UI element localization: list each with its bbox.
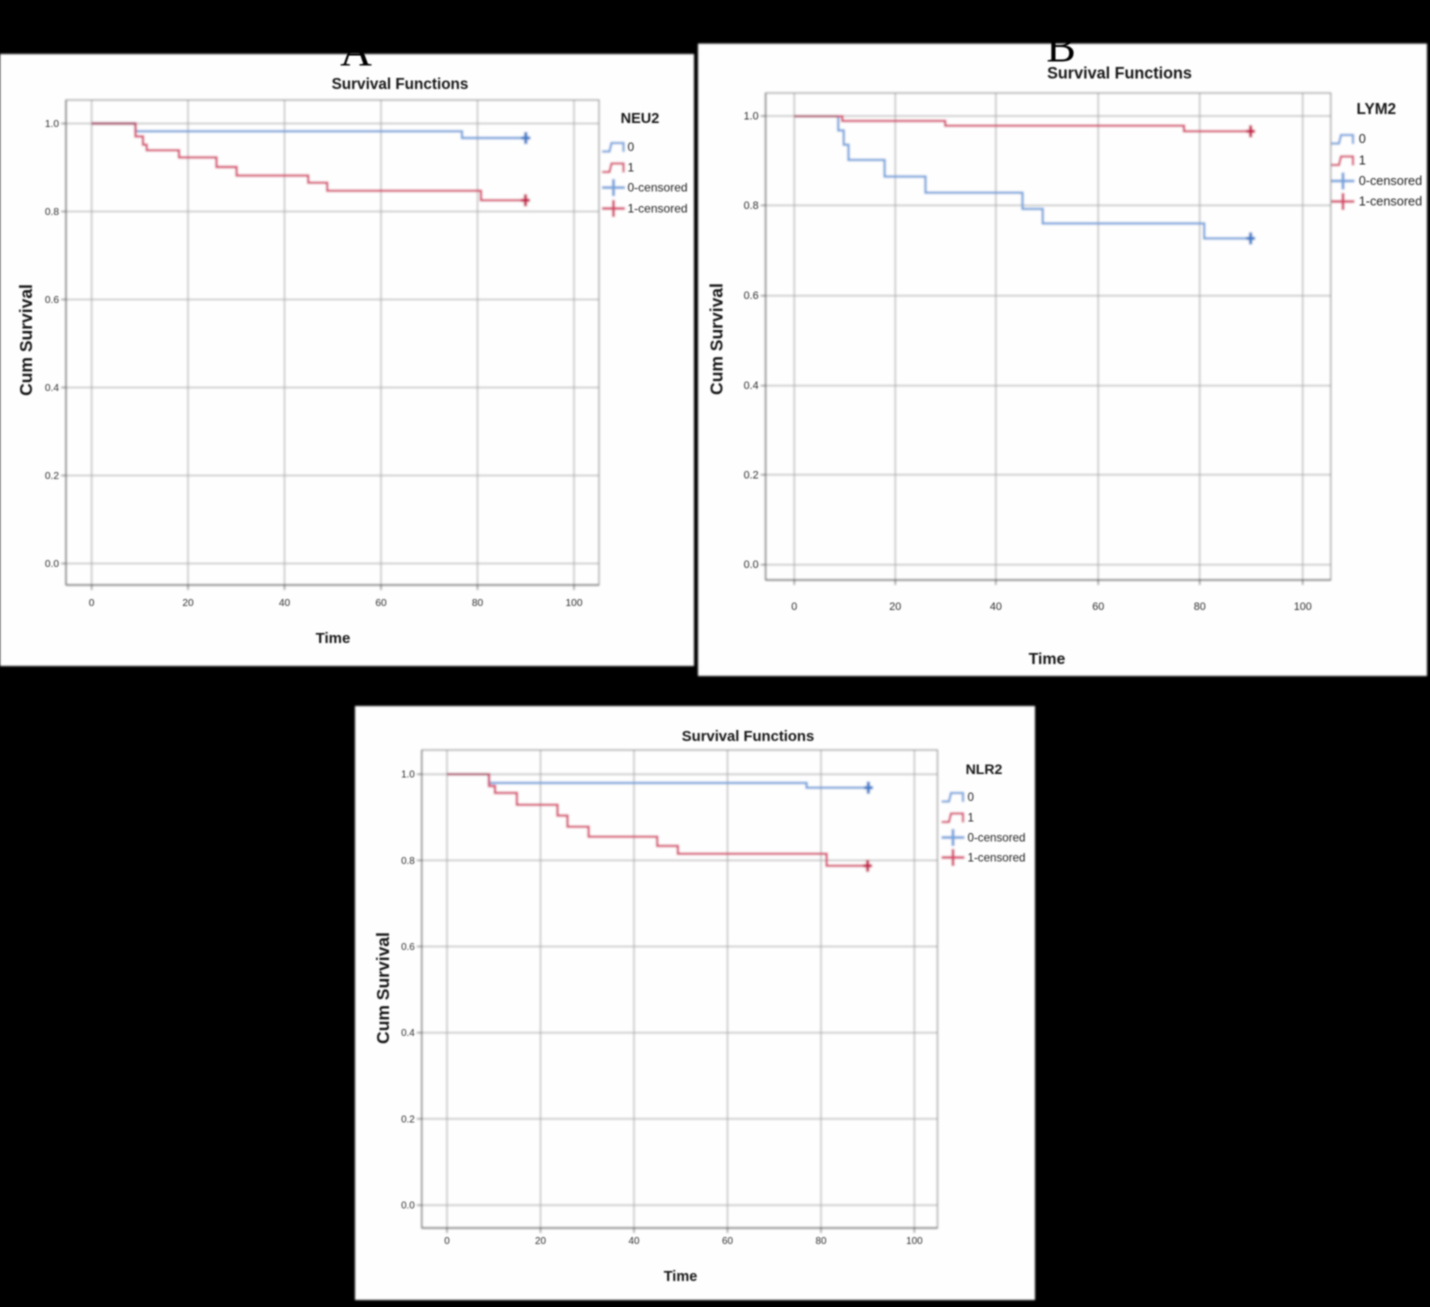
svg-text:1-censored: 1-censored — [628, 202, 688, 216]
svg-text:100: 100 — [566, 598, 583, 609]
svg-text:0.6: 0.6 — [744, 290, 759, 302]
svg-text:0.8: 0.8 — [744, 200, 759, 212]
svg-text:20: 20 — [889, 601, 901, 613]
svg-text:NLR2: NLR2 — [966, 761, 1003, 777]
svg-text:1.0: 1.0 — [45, 119, 59, 130]
svg-text:40: 40 — [279, 598, 291, 609]
svg-text:Cum Survival: Cum Survival — [707, 283, 727, 395]
svg-text:0-censored: 0-censored — [628, 181, 688, 195]
svg-text:1.0: 1.0 — [744, 111, 759, 123]
svg-text:0.8: 0.8 — [401, 856, 415, 867]
svg-text:1: 1 — [628, 161, 635, 175]
svg-text:100: 100 — [1294, 601, 1312, 613]
svg-text:A: A — [340, 26, 372, 75]
svg-text:B: B — [1046, 22, 1075, 71]
svg-text:0.4: 0.4 — [45, 383, 59, 394]
svg-text:1-censored: 1-censored — [1359, 195, 1422, 209]
svg-text:60: 60 — [375, 598, 387, 609]
svg-text:0.2: 0.2 — [401, 1114, 415, 1125]
svg-text:0.8: 0.8 — [45, 207, 59, 218]
svg-text:0.0: 0.0 — [401, 1201, 415, 1212]
svg-text:0: 0 — [628, 140, 635, 154]
svg-text:LYM2: LYM2 — [1356, 101, 1396, 118]
svg-text:0: 0 — [89, 598, 95, 609]
svg-text:Cum Survival: Cum Survival — [373, 932, 393, 1044]
svg-text:0.2: 0.2 — [45, 471, 59, 482]
svg-text:0.6: 0.6 — [401, 942, 415, 953]
svg-text:Survival Functions: Survival Functions — [1047, 65, 1192, 83]
svg-text:0.4: 0.4 — [401, 1028, 415, 1039]
svg-text:40: 40 — [629, 1236, 640, 1247]
svg-text:Time: Time — [1029, 651, 1066, 668]
svg-text:0-censored: 0-censored — [968, 832, 1026, 845]
svg-text:0.0: 0.0 — [744, 559, 759, 571]
svg-text:100: 100 — [906, 1236, 923, 1247]
svg-text:NEU2: NEU2 — [621, 111, 660, 127]
svg-text:60: 60 — [1092, 601, 1104, 613]
svg-text:1-censored: 1-censored — [968, 852, 1026, 865]
svg-text:0-censored: 0-censored — [1359, 174, 1422, 188]
svg-text:20: 20 — [182, 598, 194, 609]
svg-text:40: 40 — [990, 601, 1002, 613]
svg-text:0: 0 — [968, 791, 974, 804]
svg-text:80: 80 — [1194, 601, 1206, 613]
svg-text:Time: Time — [664, 1269, 698, 1285]
svg-text:80: 80 — [472, 598, 484, 609]
svg-text:0: 0 — [444, 1236, 450, 1247]
svg-text:80: 80 — [816, 1236, 827, 1247]
svg-text:0.4: 0.4 — [744, 380, 759, 392]
svg-text:60: 60 — [722, 1236, 733, 1247]
svg-text:1: 1 — [1359, 154, 1366, 168]
svg-text:Time: Time — [316, 630, 351, 647]
svg-text:Survival Functions: Survival Functions — [682, 729, 814, 745]
svg-text:0: 0 — [791, 601, 797, 613]
svg-text:20: 20 — [535, 1236, 546, 1247]
svg-text:1: 1 — [968, 812, 974, 825]
svg-text:0.2: 0.2 — [744, 469, 759, 481]
svg-text:0.6: 0.6 — [45, 295, 59, 306]
svg-text:1.0: 1.0 — [401, 770, 415, 781]
svg-text:0.0: 0.0 — [45, 559, 59, 570]
svg-text:Survival Functions: Survival Functions — [332, 76, 469, 93]
svg-text:0: 0 — [1359, 132, 1366, 146]
svg-text:Cum Survival: Cum Survival — [16, 284, 36, 396]
